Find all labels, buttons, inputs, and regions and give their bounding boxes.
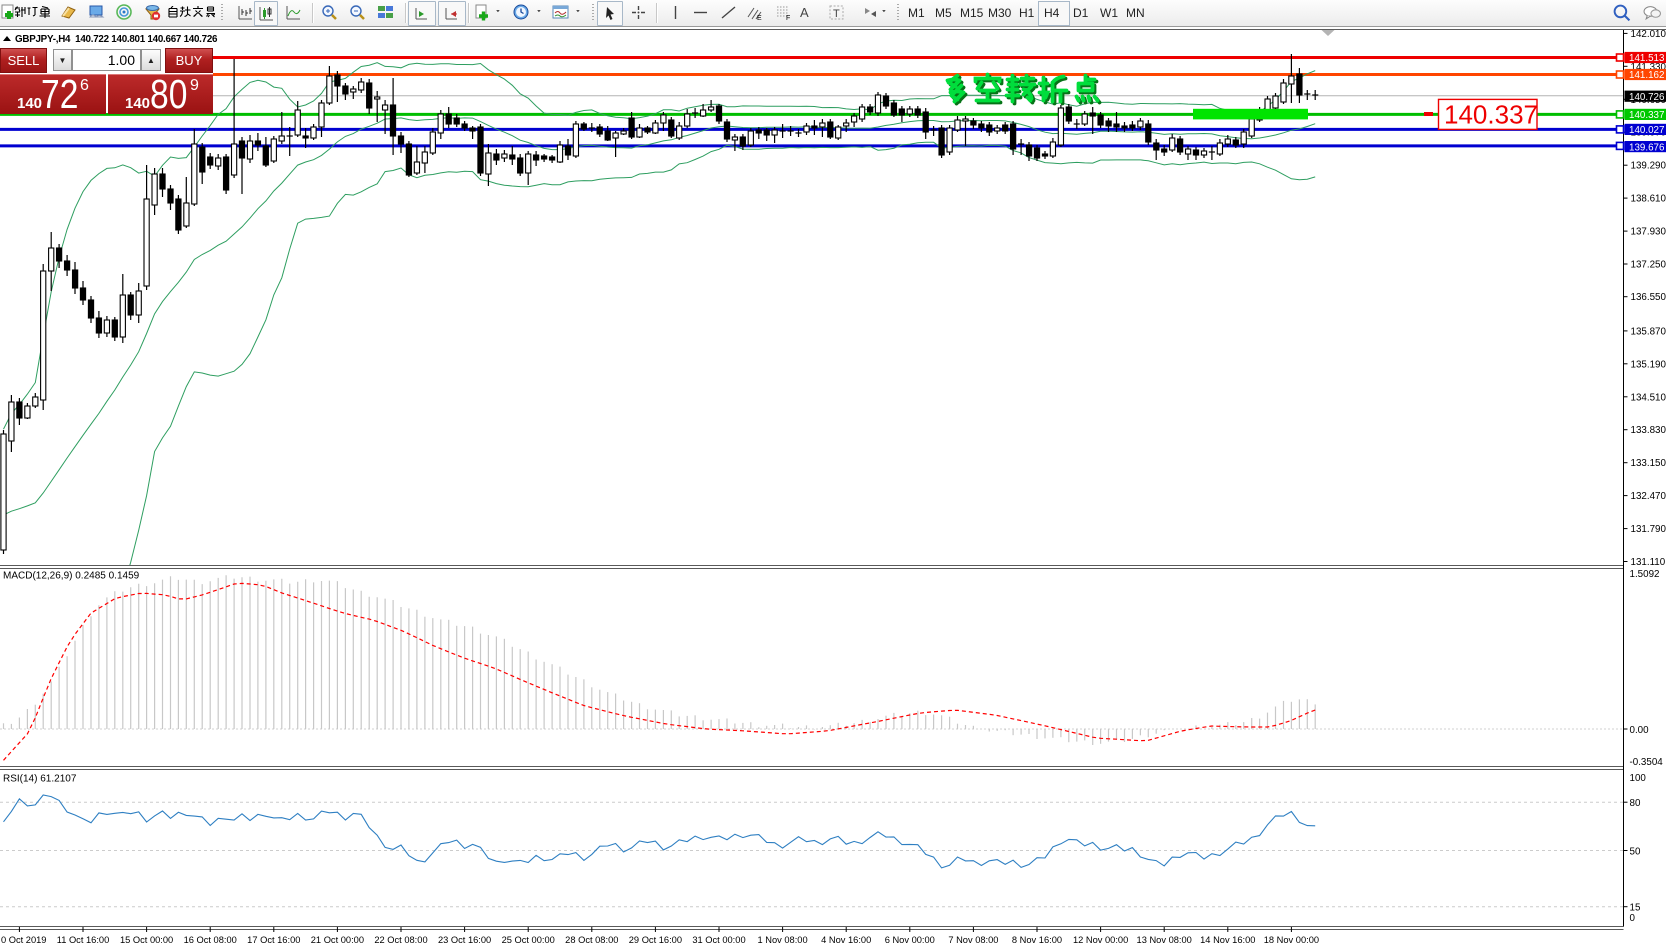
svg-text:13 Nov 08:00: 13 Nov 08:00 [1137, 935, 1192, 945]
svg-text:141.330: 141.330 [1631, 62, 1666, 73]
svg-text:23 Oct 16:00: 23 Oct 16:00 [438, 935, 491, 945]
svg-text:134.510: 134.510 [1631, 392, 1666, 403]
svg-text:0 Oct 2019: 0 Oct 2019 [1, 935, 46, 945]
svg-text:0.00: 0.00 [1630, 725, 1650, 736]
svg-text:132.470: 132.470 [1631, 491, 1666, 502]
svg-text:16 Oct 08:00: 16 Oct 08:00 [184, 935, 237, 945]
svg-text:1 Nov 08:00: 1 Nov 08:00 [758, 935, 808, 945]
svg-text:15 Oct 00:00: 15 Oct 00:00 [120, 935, 173, 945]
svg-text:141.513: 141.513 [1629, 53, 1665, 64]
svg-text:131.110: 131.110 [1631, 557, 1666, 568]
svg-text:MACD(12,26,9) 0.2485 0.1459: MACD(12,26,9) 0.2485 0.1459 [3, 571, 140, 582]
svg-text:12 Nov 00:00: 12 Nov 00:00 [1073, 935, 1128, 945]
svg-text:141.162: 141.162 [1629, 70, 1664, 81]
svg-text:GBPJPY-,H4 140.722 140.801 14: GBPJPY-,H4 140.722 140.801 140.667 140.7… [15, 34, 218, 45]
svg-text:8 Nov 16:00: 8 Nov 16:00 [1012, 935, 1062, 945]
svg-text:142.010: 142.010 [1631, 29, 1666, 40]
svg-text:22 Oct 08:00: 22 Oct 08:00 [374, 935, 427, 945]
svg-text:0: 0 [1630, 913, 1636, 924]
svg-text:15: 15 [1630, 903, 1641, 914]
svg-text:-0.3504: -0.3504 [1630, 757, 1664, 768]
svg-text:140.726: 140.726 [1629, 92, 1665, 103]
svg-text:RSI(14) 61.2107: RSI(14) 61.2107 [3, 774, 77, 785]
svg-text:7 Nov 08:00: 7 Nov 08:00 [948, 935, 998, 945]
svg-text:140.027: 140.027 [1629, 125, 1664, 136]
svg-text:29 Oct 16:00: 29 Oct 16:00 [629, 935, 682, 945]
svg-text:135.190: 135.190 [1631, 359, 1666, 370]
svg-text:T: T [833, 8, 840, 20]
svg-text:11 Oct 16:00: 11 Oct 16:00 [57, 935, 110, 945]
svg-text:18 Nov 00:00: 18 Nov 00:00 [1264, 935, 1319, 945]
svg-text:131.790: 131.790 [1631, 524, 1666, 535]
svg-text:E: E [757, 15, 762, 21]
svg-text:31 Oct 00:00: 31 Oct 00:00 [692, 935, 745, 945]
svg-text:4 Nov 16:00: 4 Nov 16:00 [821, 935, 871, 945]
svg-text:21 Oct 00:00: 21 Oct 00:00 [311, 935, 364, 945]
svg-text:137.250: 137.250 [1631, 260, 1666, 271]
svg-text:17 Oct 16:00: 17 Oct 16:00 [247, 935, 300, 945]
svg-text:80: 80 [1630, 798, 1641, 809]
svg-text:139.676: 139.676 [1629, 142, 1665, 153]
svg-text:50: 50 [1630, 846, 1641, 857]
svg-text:139.290: 139.290 [1631, 161, 1666, 172]
svg-text:133.150: 133.150 [1631, 458, 1666, 469]
svg-text:133.830: 133.830 [1631, 425, 1666, 436]
svg-text:140.337: 140.337 [1444, 100, 1538, 130]
svg-text:135.870: 135.870 [1631, 326, 1666, 337]
svg-text:28 Oct 08:00: 28 Oct 08:00 [565, 935, 618, 945]
svg-text:100: 100 [1630, 773, 1647, 784]
svg-text:1.5092: 1.5092 [1630, 569, 1660, 580]
svg-text:140.337: 140.337 [1629, 110, 1664, 121]
svg-text:F: F [786, 15, 790, 21]
svg-text:14 Nov 16:00: 14 Nov 16:00 [1200, 935, 1255, 945]
svg-text:136.550: 136.550 [1631, 292, 1666, 303]
svg-text:6 Nov 00:00: 6 Nov 00:00 [885, 935, 935, 945]
svg-text:138.610: 138.610 [1631, 194, 1666, 205]
svg-text:25 Oct 00:00: 25 Oct 00:00 [502, 935, 555, 945]
svg-text:137.930: 137.930 [1631, 227, 1666, 238]
